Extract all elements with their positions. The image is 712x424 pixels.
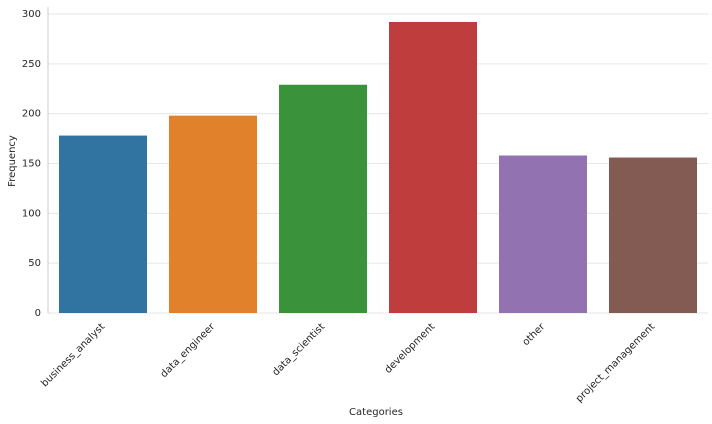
bar: [279, 84, 367, 313]
x-axis-label: Categories: [349, 407, 403, 418]
bar: [499, 155, 587, 313]
bar: [609, 157, 697, 313]
x-tick-label: business_analyst: [39, 321, 107, 389]
y-tick-label: 200: [22, 109, 41, 120]
y-tick-label: 150: [22, 158, 41, 169]
x-tick-label: other: [521, 321, 548, 348]
y-tick-label: 250: [22, 59, 41, 70]
y-tick-label: 100: [22, 208, 41, 219]
y-tick-label: 50: [28, 258, 41, 269]
x-tick-label: development: [383, 321, 437, 375]
y-tick-label: 300: [22, 9, 41, 20]
bar: [59, 135, 147, 313]
bar: [169, 115, 257, 313]
bar: [389, 21, 477, 313]
x-tick-label: data_engineer: [159, 321, 218, 380]
y-axis-label: Frequency: [7, 135, 18, 187]
x-tick-label: data_scientist: [270, 321, 327, 378]
x-tick-label: project_management: [574, 321, 657, 404]
y-tick-label: 0: [35, 308, 41, 319]
